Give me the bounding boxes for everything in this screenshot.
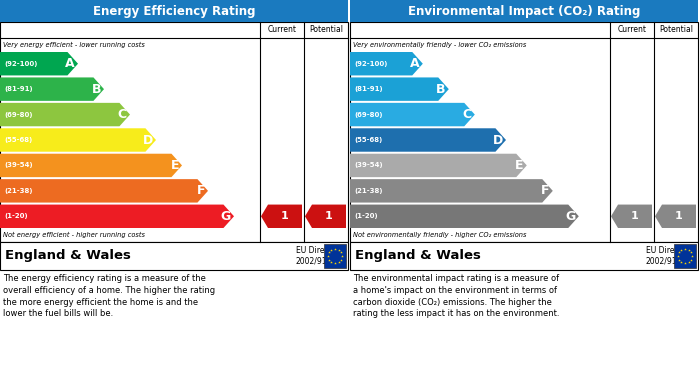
Bar (0, 0, 348, 22)
Text: G: G (220, 210, 231, 223)
Text: G: G (566, 210, 575, 223)
Text: Energy Efficiency Rating: Energy Efficiency Rating (92, 5, 256, 18)
Text: D: D (493, 133, 503, 147)
Bar (0, 22, 348, 242)
Text: (39-54): (39-54) (354, 162, 383, 169)
Text: 1: 1 (675, 211, 683, 221)
Text: (21-38): (21-38) (354, 188, 382, 194)
Text: England & Wales: England & Wales (5, 249, 131, 262)
Text: The energy efficiency rating is a measure of the
overall efficiency of a home. T: The energy efficiency rating is a measur… (3, 274, 215, 318)
Text: B: B (436, 83, 446, 96)
Bar (0, 242, 348, 270)
Text: E: E (170, 159, 179, 172)
Text: Not energy efficient - higher running costs: Not energy efficient - higher running co… (3, 232, 145, 238)
Polygon shape (350, 204, 579, 228)
Text: (55-68): (55-68) (4, 137, 32, 143)
Text: EU Directive
2002/91/EC: EU Directive 2002/91/EC (296, 246, 343, 266)
Text: (81-91): (81-91) (4, 86, 33, 92)
Text: Not environmentally friendly - higher CO₂ emissions: Not environmentally friendly - higher CO… (353, 232, 526, 238)
Text: A: A (410, 57, 420, 70)
Bar (350, 0, 698, 22)
Text: E: E (515, 159, 524, 172)
Polygon shape (0, 179, 208, 203)
Text: England & Wales: England & Wales (355, 249, 481, 262)
Polygon shape (350, 77, 449, 101)
Text: Potential: Potential (309, 25, 343, 34)
Bar (324, 244, 346, 268)
Text: F: F (197, 185, 205, 197)
Text: F: F (541, 185, 550, 197)
Polygon shape (0, 77, 104, 101)
Text: EU Directive
2002/91/EC: EU Directive 2002/91/EC (646, 246, 693, 266)
Bar (674, 244, 696, 268)
Polygon shape (350, 103, 475, 126)
Polygon shape (350, 128, 506, 152)
Text: 1: 1 (281, 211, 289, 221)
Text: (69-80): (69-80) (4, 111, 32, 118)
Text: Environmental Impact (CO₂) Rating: Environmental Impact (CO₂) Rating (408, 5, 640, 18)
Text: Current: Current (267, 25, 297, 34)
Polygon shape (350, 154, 527, 177)
Text: Potential: Potential (659, 25, 693, 34)
Polygon shape (0, 154, 182, 177)
Text: (92-100): (92-100) (4, 61, 37, 67)
Text: (1-20): (1-20) (354, 213, 377, 219)
Text: (21-38): (21-38) (4, 188, 32, 194)
Text: B: B (92, 83, 101, 96)
Text: Very energy efficient - lower running costs: Very energy efficient - lower running co… (3, 42, 145, 48)
Polygon shape (305, 204, 346, 228)
Bar (350, 22, 698, 242)
Text: (39-54): (39-54) (4, 162, 33, 169)
Text: 1: 1 (325, 211, 333, 221)
Polygon shape (611, 204, 652, 228)
Text: (81-91): (81-91) (354, 86, 383, 92)
Text: Very environmentally friendly - lower CO₂ emissions: Very environmentally friendly - lower CO… (353, 42, 526, 48)
Text: 1: 1 (631, 211, 639, 221)
Polygon shape (350, 52, 423, 75)
Text: (69-80): (69-80) (354, 111, 382, 118)
Text: (92-100): (92-100) (354, 61, 387, 67)
Text: Current: Current (617, 25, 647, 34)
Polygon shape (655, 204, 696, 228)
Polygon shape (0, 204, 234, 228)
Text: A: A (65, 57, 75, 70)
Text: D: D (143, 133, 153, 147)
Polygon shape (0, 128, 156, 152)
Text: C: C (463, 108, 472, 121)
Text: C: C (118, 108, 127, 121)
Text: The environmental impact rating is a measure of
a home's impact on the environme: The environmental impact rating is a mea… (353, 274, 559, 318)
Text: (55-68): (55-68) (354, 137, 382, 143)
Bar (350, 242, 698, 270)
Polygon shape (350, 179, 553, 203)
Polygon shape (0, 52, 78, 75)
Text: (1-20): (1-20) (4, 213, 27, 219)
Polygon shape (0, 103, 130, 126)
Polygon shape (261, 204, 302, 228)
